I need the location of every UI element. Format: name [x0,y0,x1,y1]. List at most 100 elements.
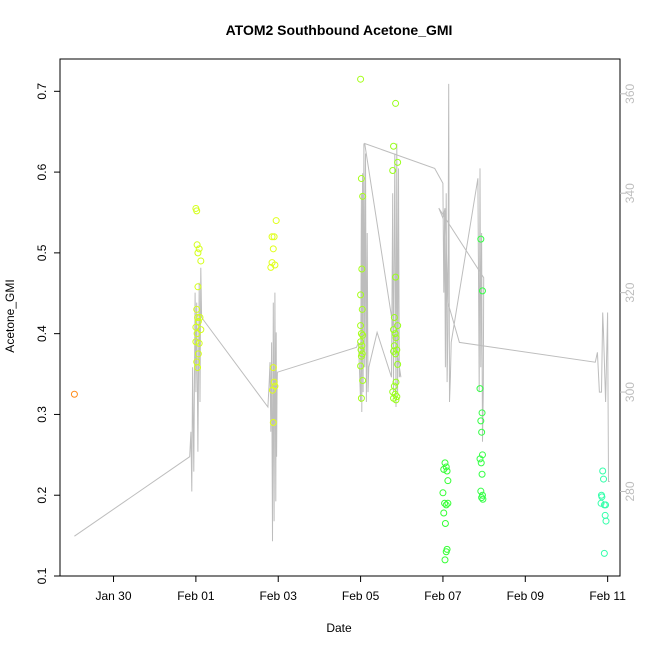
data-point [477,417,485,425]
data-point [444,477,452,485]
y2-tick-label: 320 [623,282,637,302]
y-tick-label: 0.4 [35,325,49,342]
data-point [269,245,277,253]
data-point [477,487,485,495]
data-point [440,509,448,517]
data-point [270,233,278,241]
y2-tick-label: 340 [623,183,637,203]
data-point [270,378,278,386]
data-point [193,330,201,338]
data-point [440,465,448,473]
data-point [358,305,366,313]
data-point [478,470,486,478]
data-point [390,326,398,334]
data-point [390,142,398,150]
data-point [392,273,400,281]
data-point [393,393,401,401]
data-point [267,263,275,271]
data-point [391,330,399,338]
data-point [357,338,365,346]
data-point [602,501,610,509]
data-point [442,501,450,509]
data-point [392,99,400,107]
y-tick-label: 0.5 [35,244,49,261]
x-axis: Jan 30 Feb 01 Feb 03 Feb 05 Feb 07 Feb 09 Feb … [96,576,626,603]
data-point [269,419,277,427]
data-point [478,287,486,295]
x-tick-label: Feb 11 [589,589,626,603]
data-point [392,396,400,404]
data-point [70,390,78,398]
data-point [194,249,202,257]
y-tick-label: 0.1 [35,567,49,584]
data-point [394,322,402,330]
plot-frame [59,58,621,577]
data-point [392,334,400,342]
y-tick-label: 0.6 [35,163,49,180]
data-point [193,241,201,249]
y2-axis: 280 300 320 340 360 [620,83,637,502]
data-point [357,291,365,299]
data-point [599,467,607,475]
data-point [357,394,365,402]
data-point [194,314,202,321]
data-point [268,386,276,394]
data-point [357,75,365,83]
data-point [195,245,203,253]
x-tick-label: Feb 05 [342,589,380,603]
data-point [602,517,610,525]
data-point [357,322,365,330]
x-tick-label: Feb 03 [260,589,298,603]
data-point [358,265,366,273]
data-point [477,459,485,467]
data-point [194,283,202,291]
data-point [269,364,277,372]
data-point [194,364,202,372]
data-point [358,342,366,350]
data-point [441,499,449,507]
data-point [194,350,202,358]
data-point [197,326,205,334]
scatter-points [70,75,610,564]
y-tick-label: 0.2 [35,487,49,504]
data-point [192,338,200,346]
y2-tick-label: 280 [623,481,637,501]
data-point [392,378,400,386]
data-point [193,305,201,313]
data-point [441,459,449,467]
data-point [359,331,367,339]
y2-tick-label: 360 [623,83,637,103]
data-point [478,494,486,502]
x-tick-label: Feb 09 [507,589,545,603]
data-point [197,257,205,265]
chart-title: ATOM2 Southbound Acetone_GMI [226,22,453,38]
data-point [359,192,367,200]
data-point [357,362,365,370]
data-point [357,352,365,360]
x-tick-label: Feb 01 [177,589,215,603]
data-point [478,409,486,417]
y-axis-label: Acetone_GMI [3,279,17,352]
data-point [393,346,401,354]
data-point [477,235,485,243]
data-point [268,233,276,241]
data-point [390,314,398,321]
data-point [600,549,608,557]
data-point [478,428,486,436]
y-tick-label: 0.3 [35,406,49,423]
data-point [600,475,608,483]
y-axis: 0.1 0.2 0.3 0.4 0.5 0.6 0.7 [35,83,60,584]
x-axis-label: Date [326,621,352,635]
data-point [443,467,451,475]
data-point [272,217,280,225]
data-point [193,207,201,215]
data-point [444,499,452,507]
data-point [359,377,367,385]
data-point [196,314,204,321]
data-point [597,499,605,507]
data-point [357,175,365,183]
data-point [194,318,202,326]
y-tick-label: 0.7 [35,83,49,100]
data-point [394,158,402,166]
data-point [441,519,449,527]
